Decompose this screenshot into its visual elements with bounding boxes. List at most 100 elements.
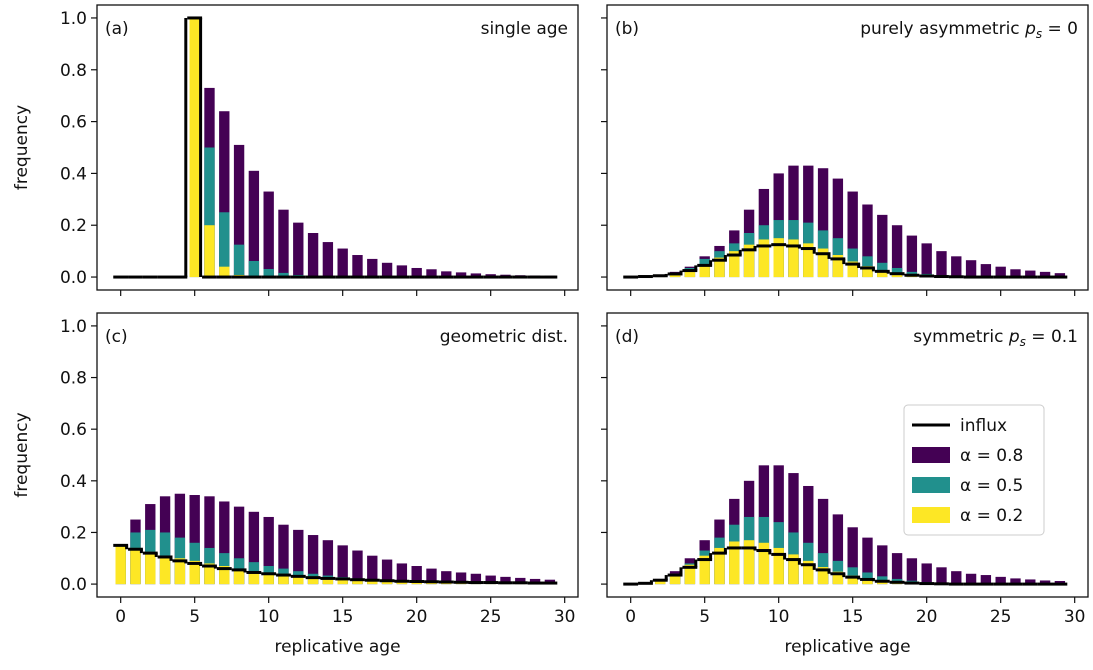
bar [995,266,1006,278]
x-tick-label: 0 [115,607,126,627]
bar [293,575,304,585]
y-tick-label: 1.0 [60,317,87,337]
bar [233,144,245,278]
x-tick-label: 5 [189,607,200,627]
bar [263,191,274,278]
bar [381,580,393,585]
panel-annotation: single age [481,19,568,39]
bar [1025,270,1036,278]
y-tick-label: 0.4 [60,164,87,184]
y-tick-label: 0.2 [60,216,87,236]
x-tick-label: 15 [842,607,864,627]
bar [936,567,947,585]
bar [803,485,814,585]
bar [980,264,992,278]
panel: 0.0 0.2 0.4 0.6 0.8 1.0 frequency (a) single age [12,4,579,296]
bar [877,214,888,278]
bar [817,498,829,585]
x-tick-label: 25 [990,607,1012,627]
bar [233,506,245,585]
bar [381,559,393,585]
annotation-part: purely asymmetric [860,19,1025,39]
bar [204,147,215,278]
bar [743,540,755,585]
bar [847,575,858,585]
bar [485,575,496,585]
legend-label: α = 0.2 [960,506,1023,526]
bar [951,571,962,585]
bar [965,260,977,278]
bar [906,235,918,278]
bar [248,260,260,278]
bar [906,558,918,585]
bar [219,212,230,278]
bar [455,572,467,585]
bar [669,573,681,585]
bar [189,560,200,585]
bar [817,567,829,585]
bar [263,516,274,585]
annotation-part: s [1036,27,1042,41]
bar [278,209,289,278]
annotation-part: = 0 [1042,19,1078,39]
legend-label: α = 0.8 [960,446,1023,466]
bar [862,204,873,278]
bar [204,563,215,585]
bar [891,553,903,585]
bar [847,191,858,278]
legend-label: influx [960,416,1007,436]
bar [381,262,393,278]
bar [921,563,932,585]
bar [470,273,482,278]
bar [817,168,829,278]
bar [817,248,829,278]
bar [426,269,437,278]
bar [145,551,156,585]
annotation-part: geometric dist. [440,327,568,347]
panel-annotation: geometric dist. [440,327,568,347]
bar [729,251,740,278]
legend-swatch [912,507,950,523]
x-tick-label: 10 [768,607,790,627]
bar [803,165,814,278]
bar [441,571,452,585]
bar [248,170,260,278]
legend-swatch [912,477,950,493]
bar [233,568,245,585]
bar [862,537,873,585]
bar [115,545,126,585]
panel: (b) purely asymmetric ps = 0 [601,4,1089,296]
x-tick-label: 0 [625,607,636,627]
bar [367,258,378,278]
bar [699,555,710,585]
bar [411,267,422,278]
bar [307,233,319,278]
x-tick-label: 10 [258,607,280,627]
bar [832,571,844,585]
bar [233,244,245,278]
legend-box [903,404,1045,536]
x-tick-label: 15 [332,607,354,627]
bar [322,540,334,585]
legend-label: α = 0.5 [960,476,1023,496]
bar [788,239,799,278]
bar [219,501,230,585]
bar [352,550,363,585]
annotation-part: p [1008,327,1020,347]
bar [980,575,992,585]
bar [832,255,844,278]
bar [1010,578,1021,585]
bar [307,535,319,585]
bar [204,496,215,585]
bar [278,524,289,585]
bar [832,178,844,278]
panel-label: (d) [615,327,639,347]
annotation-part: = 0.1 [1026,327,1078,347]
y-tick-label: 0.6 [60,420,87,440]
bar [470,573,482,585]
bar [189,495,200,585]
bar [965,573,977,585]
bar [455,272,467,278]
bar [847,527,858,585]
